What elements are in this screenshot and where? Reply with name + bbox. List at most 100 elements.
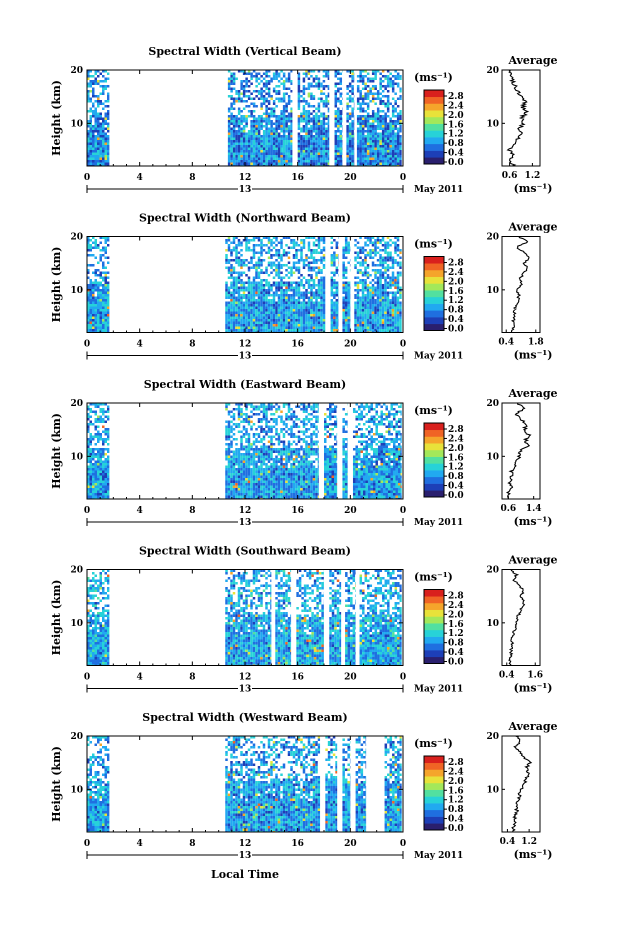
average-unit: (ms⁻¹) [514,349,553,362]
heatmap-cell [230,132,233,135]
heatmap-cell [280,299,283,302]
heatmap-cell [275,249,278,252]
heatmap-cell [257,145,261,148]
heatmap-cell [280,97,283,100]
heatmap-cell [87,155,90,158]
heatmap-cell [399,311,402,314]
heatmap-cell [267,82,271,85]
heatmap-cell [327,87,330,90]
heatmap-cell [262,95,266,98]
heatmap-cell [364,75,367,78]
heatmap-cell [351,150,354,153]
heatmap-cell [89,281,92,284]
heatmap-cell [230,75,233,78]
heatmap-cell [260,326,263,329]
heatmap-cell [391,314,395,317]
heatmap-cell [361,306,365,309]
heatmap-cell [99,150,102,153]
heatmap-cell [320,284,323,287]
colorbar-tick-label: 2.0 [448,111,464,121]
heatmap-cell [102,465,105,468]
average-y-tick-label: 10 [486,119,499,129]
heatmap-cell [104,460,107,463]
heatmap-cell [267,137,271,140]
heatmap-cell [107,430,110,433]
heatmap-cell [369,256,372,259]
heatmap-cell [379,249,382,252]
heatmap-cell [87,425,90,428]
heatmap-cell [333,261,336,264]
heatmap-cell [97,120,100,123]
heatmap-cell [384,140,387,143]
heatmap-cell [262,150,266,153]
heatmap-cell [247,152,251,155]
heatmap-cell [104,433,107,436]
heatmap-cell [257,284,261,287]
heatmap-cell [320,276,323,279]
heatmap-cell [270,306,273,309]
heatmap-cell [361,137,365,140]
heatmap-cell [359,264,362,267]
heatmap-cell [369,150,372,153]
heatmap-cell [97,294,100,297]
heatmap-cell [361,157,365,160]
heatmap-cell [242,125,246,128]
heatmap-cell [344,296,348,299]
heatmap-cell [275,122,278,125]
heatmap-cell [257,251,261,254]
heatmap-cell [92,455,95,458]
heatmap-cell [290,329,293,332]
heatmap-cell [327,72,330,75]
heatmap-cell [348,105,352,108]
heatmap-cell [225,309,228,312]
heatmap-cell [292,321,296,324]
heatmap-cell [230,259,233,262]
heatmap-cell [302,301,306,304]
heatmap-cell [386,246,390,249]
heatmap-cell [262,279,266,282]
heatmap-cell [260,107,263,110]
heatmap-cell [290,117,293,120]
heatmap-cell [310,309,313,312]
heatmap-cell [334,137,338,140]
heatmap-cell [290,304,293,307]
heatmap-cell [290,311,293,314]
heatmap-cell [280,120,283,123]
heatmap-cell [257,120,261,123]
heatmap-cell [315,157,318,160]
heatmap-cell [89,150,92,153]
heatmap-cell [369,299,372,302]
heatmap-cell [307,117,311,120]
heatmap-cell [315,150,318,153]
heatmap-cell [255,244,258,247]
heatmap-cell [272,309,276,312]
heatmap-cell [356,150,360,153]
heatmap-cell [260,261,263,264]
heatmap-cell [102,140,105,143]
heatmap-cell [237,286,241,289]
heatmap-cell [302,276,306,279]
heatmap-cell [260,102,263,105]
heatmap-cell [97,75,100,78]
heatmap-cell [89,326,92,329]
heatmap-cell [300,117,303,120]
heatmap-cell [396,85,400,88]
heatmap-cell [280,246,283,249]
heatmap-cell [232,135,236,138]
heatmap-cell [94,319,97,322]
heatmap-cell [235,160,238,163]
heatmap-cell [376,115,380,118]
heatmap-cell [89,85,92,88]
heatmap-cell [371,110,375,113]
heatmap-cell [87,249,90,252]
heatmap-cell [92,142,95,145]
heatmap-cell [282,100,286,103]
heatmap-cell [379,259,382,262]
heatmap-cell [87,152,90,155]
heatmap-cell [102,319,105,322]
heatmap-cell [330,241,334,244]
colorbar-tick-label: 0.4 [448,149,464,159]
heatmap-cell [327,132,330,135]
heatmap-cell [359,296,362,299]
heatmap-cell [391,132,395,135]
